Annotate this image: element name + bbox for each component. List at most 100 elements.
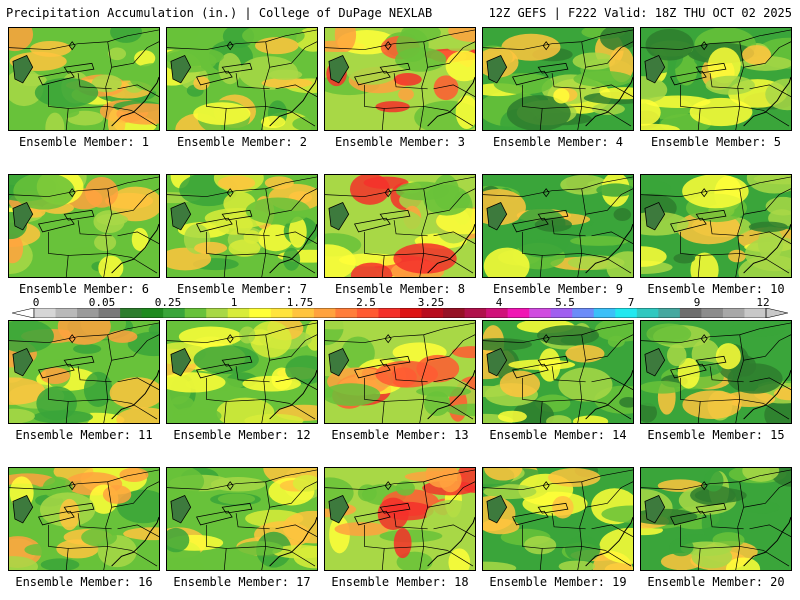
ensemble-member-label: Ensemble Member: 18: [331, 575, 469, 589]
ensemble-map-panel: [482, 467, 634, 571]
station-marker-icon: [226, 481, 234, 491]
precip-field-map: [641, 321, 791, 423]
precip-shade-area: [123, 527, 159, 541]
lake-ontario-outline: [379, 209, 411, 221]
great-lakes-outline: [170, 201, 192, 231]
state-border-line: [579, 188, 586, 254]
colorbar-swatch: [636, 308, 659, 318]
colorbar-tick-label: 9: [693, 296, 701, 309]
state-border-line: [105, 334, 112, 400]
state-border-line: [117, 84, 159, 97]
state-border-line: [433, 84, 475, 97]
colorbar-swatch: [141, 308, 164, 318]
ensemble-map-panel: [8, 27, 160, 131]
precip-shade-area: [619, 397, 633, 408]
state-border-line: [641, 322, 791, 343]
coastline: [111, 516, 159, 567]
precip-shade-area: [591, 103, 625, 115]
state-border-line: [605, 257, 632, 274]
precip-shade-area: [228, 239, 261, 257]
precip-shade-area: [742, 45, 772, 65]
coastline: [427, 369, 475, 420]
ensemble-member-label: Ensemble Member: 14: [489, 428, 627, 442]
precip-shade-area: [691, 545, 733, 569]
precip-shade-area: [346, 55, 399, 85]
state-border-line: [749, 524, 791, 537]
lake-erie-outline: [670, 363, 707, 379]
state-border-line: [325, 29, 475, 50]
state-border-line: [235, 220, 270, 237]
station-marker-icon: [226, 334, 234, 344]
state-border-line: [585, 41, 633, 68]
lake-ontario-outline: [63, 355, 95, 367]
state-border-line: [697, 548, 701, 570]
precip-shade-area: [446, 403, 475, 417]
state-border-line: [325, 322, 475, 343]
ensemble-map-panel: [640, 27, 792, 131]
precip-shade-area: [641, 99, 661, 126]
colorbar-swatch: [615, 308, 638, 318]
state-border-line: [709, 366, 744, 383]
state-border-line: [9, 322, 159, 343]
precip-shade-area: [268, 69, 303, 80]
precip-shade-area: [501, 33, 561, 61]
state-border-line: [289, 550, 316, 567]
ensemble-map-panel: [640, 320, 792, 424]
precip-field-map: [167, 468, 317, 570]
precip-shade-area: [288, 216, 307, 248]
precip-shade-area: [641, 123, 680, 130]
precip-shade-area: [570, 235, 629, 246]
precip-shade-area: [59, 498, 80, 531]
precip-field-map: [9, 321, 159, 423]
great-lakes-outline: [644, 54, 666, 84]
coastline: [269, 369, 317, 420]
great-lakes-outline: [328, 347, 350, 377]
precip-shade-area: [690, 485, 736, 506]
precip-shade-area: [613, 208, 632, 221]
precip-shade-area: [599, 87, 633, 100]
colorbar-tick-label: 3.25: [417, 296, 445, 309]
precip-shade-area: [9, 321, 54, 353]
state-border-line: [103, 106, 109, 130]
precip-shade-area: [483, 561, 517, 570]
state-border-line: [289, 403, 316, 420]
precip-shade-area: [83, 371, 113, 408]
ensemble-map-panel: [8, 467, 160, 571]
precip-shade-area: [398, 88, 414, 101]
precip-shade-area: [57, 321, 111, 345]
colorbar-swatch: [206, 308, 229, 318]
precip-shade-area: [84, 176, 119, 208]
station-marker-icon: [542, 41, 550, 51]
ensemble-map-panel: [166, 27, 318, 131]
precip-shade-area: [341, 336, 375, 370]
coastline: [269, 223, 317, 274]
ensemble-map-panel: [324, 27, 476, 131]
ensemble-member-label: Ensemble Member: 7: [176, 282, 308, 296]
state-border-line: [709, 73, 744, 90]
colorbar-swatch: [722, 308, 745, 318]
state-border-line: [419, 399, 425, 423]
colorbar-swatch: [421, 308, 444, 318]
state-border-line: [9, 29, 159, 50]
precip-shade-area: [243, 230, 261, 244]
state-border-line: [381, 108, 385, 130]
lake-ontario-outline: [63, 209, 95, 221]
state-border-line: [364, 84, 448, 111]
state-border-line: [421, 481, 428, 547]
great-lakes-outline: [486, 494, 508, 524]
state-border-line: [579, 41, 586, 107]
precip-field-map: [9, 28, 159, 130]
precip-shade-area: [703, 469, 724, 492]
precip-shade-area: [178, 326, 242, 347]
ensemble-member-label: Ensemble Member: 20: [647, 575, 785, 589]
precip-shade-area: [594, 321, 633, 342]
precip-shade-area: [534, 217, 573, 232]
precip-shade-area: [727, 363, 783, 394]
great-lakes-outline: [644, 201, 666, 231]
state-border-line: [447, 403, 474, 420]
colorbar-tick-label: 4: [495, 296, 503, 309]
precip-shade-area: [40, 367, 71, 384]
precip-shade-area: [285, 355, 317, 385]
station-marker-icon: [542, 188, 550, 198]
state-border-line: [551, 73, 586, 90]
